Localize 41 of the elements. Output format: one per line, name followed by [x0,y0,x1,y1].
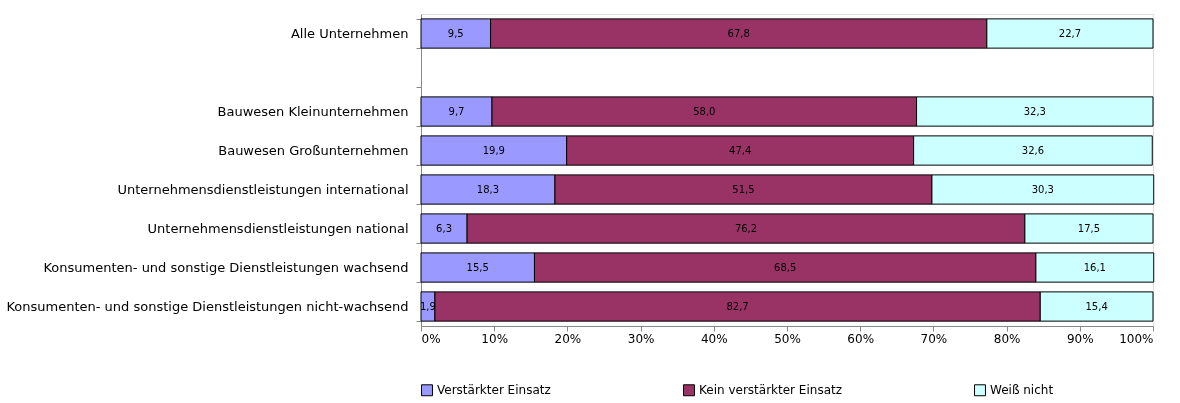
data-label: 16,1 [1083,261,1106,273]
y-tick-label: Alle Unternehmen [290,26,409,41]
data-label: 22,7 [1058,27,1082,39]
x-tick-label: 30% [627,331,655,346]
x-tick-label: 40% [700,331,728,346]
data-label: 68,5 [774,261,797,273]
legend-label: Weiß nicht [990,383,1054,398]
x-tick-label: 0% [421,331,441,346]
y-tick-label: Bauwesen Großunternehmen [218,143,409,158]
y-tick-label: Bauwesen Kleinunternehmen [217,104,409,119]
x-tick-label: 90% [1066,331,1094,346]
data-label: 67,8 [727,27,750,39]
legend-label: Verstärkter Einsatz [437,383,551,398]
data-label: 32,6 [1021,144,1045,156]
data-label: 82,7 [726,300,749,312]
data-label: 6,3 [436,222,453,234]
data-label: 9,5 [447,27,464,39]
x-tick-label: 20% [554,331,582,346]
x-tick-label: 50% [774,331,801,346]
y-tick-label: Konsumenten- und sonstige Dienstleistungen nicht-wachsend [6,299,409,314]
data-label: 15,4 [1085,300,1108,312]
data-label: 47,4 [729,144,752,156]
data-label: 18,3 [476,183,500,195]
y-tick-label: Unternehmensdienstleistungen international [117,182,409,197]
y-tick-label: Konsumenten- und sonstige Dienstleistungen wachsend [43,260,409,275]
data-label: 76,2 [734,222,758,234]
data-label: 19,9 [482,144,505,156]
x-tick-label: 10% [481,331,509,346]
data-label: 9,7 [448,105,465,117]
data-label: 32,3 [1023,105,1046,117]
x-tick-label: 70% [920,331,948,346]
data-label: 17,5 [1077,222,1101,234]
data-label: 51,5 [732,183,755,195]
x-tick-label: 80% [993,331,1021,346]
x-tick-label: 100% [1119,331,1154,346]
x-tick-label: 60% [847,331,875,346]
data-label: 30,3 [1031,183,1054,195]
data-label: 15,5 [466,261,489,273]
y-tick-label: Unternehmensdienstleistungen national [147,221,409,236]
data-label: 58,0 [693,105,716,117]
legend-label: Kein verstärkter Einsatz [699,383,842,398]
